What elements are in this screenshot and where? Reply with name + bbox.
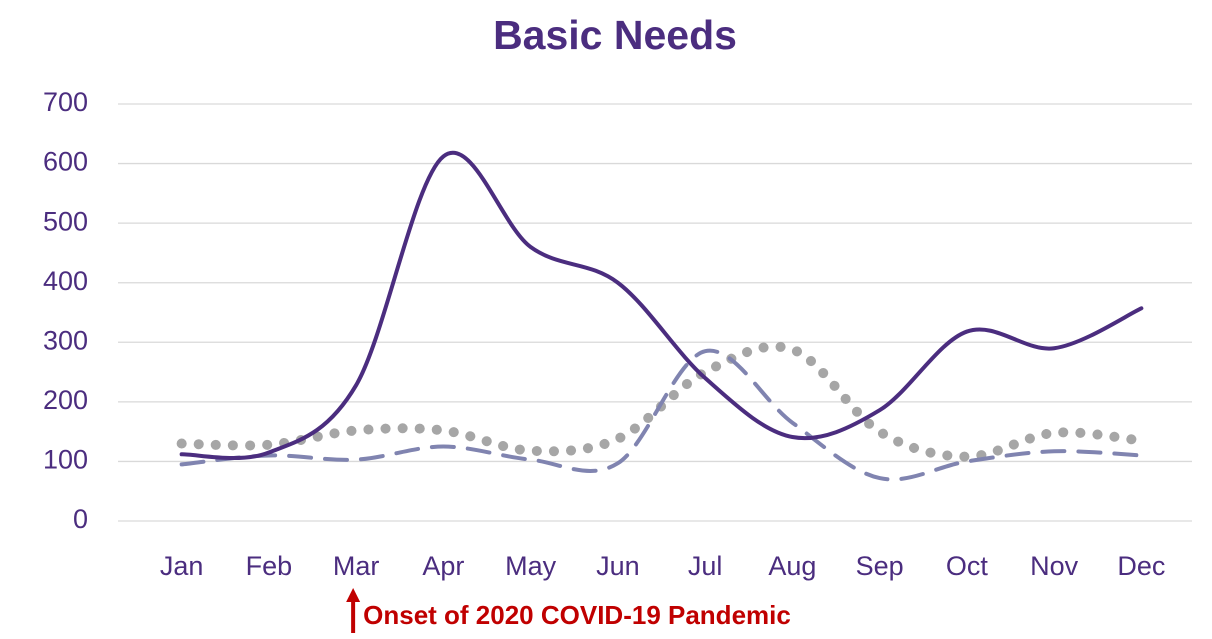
x-tick-label: Nov [1030,551,1079,581]
x-tick-label: Jul [688,551,723,581]
y-tick-label: 400 [43,266,88,296]
series-line [179,151,1144,461]
x-tick-label: May [505,551,557,581]
y-tick-label: 700 [43,87,88,117]
chart-title: Basic Needs [493,12,737,58]
y-tick-label: 0 [73,504,88,534]
x-tick-label: Feb [246,551,293,581]
y-tick-label: 200 [43,385,88,415]
annotation: Onset of 2020 COVID-19 Pandemic [363,600,791,630]
x-tick-label: Dec [1117,551,1165,581]
series-line [179,348,1144,482]
x-tick-label: Jun [596,551,640,581]
y-tick-label: 100 [43,445,88,475]
x-tick-label: Sep [856,551,904,581]
x-tick-label: Apr [422,551,464,581]
series-line [176,341,1147,462]
x-tick-label: Aug [768,551,816,581]
x-tick-label: Oct [946,551,989,581]
y-tick-label: 300 [43,325,88,355]
y-tick-label: 500 [43,206,88,236]
annotation-arrow-head [346,588,361,602]
y-tick-label: 600 [43,147,88,177]
x-tick-label: Mar [333,551,380,581]
x-tick-label: Jan [160,551,204,581]
